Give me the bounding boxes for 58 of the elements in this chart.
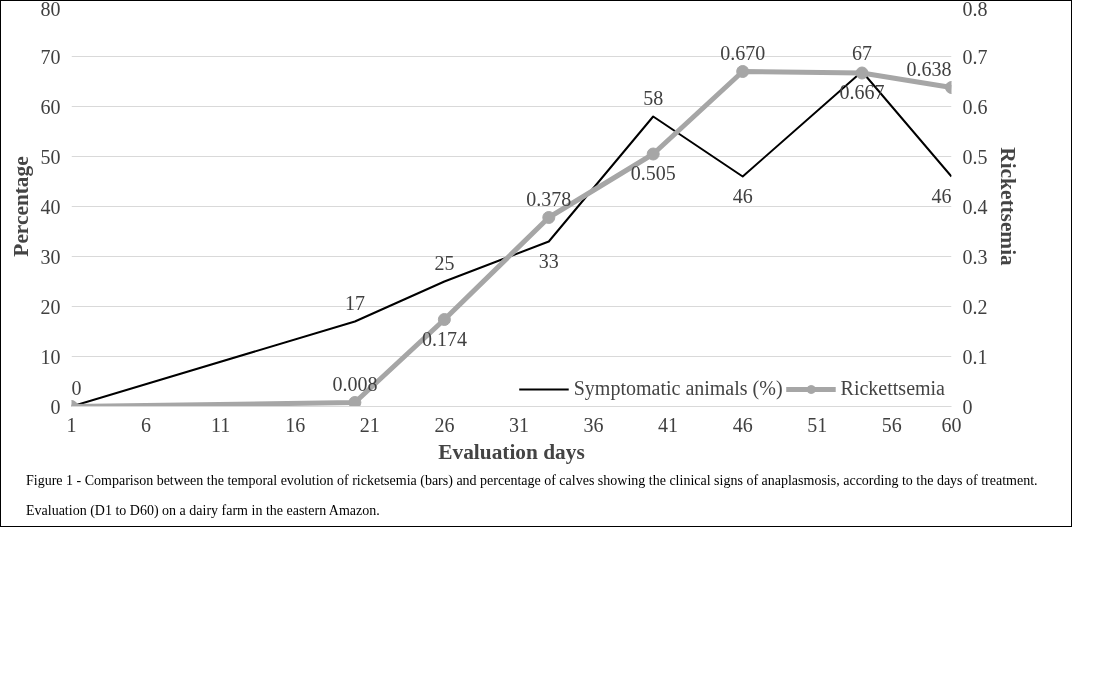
x-tick-label: 21	[359, 413, 380, 436]
y-tick-label: 40	[40, 195, 61, 218]
x-tick-label: 60	[941, 413, 962, 436]
data-label: 46	[732, 184, 753, 207]
y-axis-title: Percentage	[8, 156, 33, 257]
y-tick-label: 70	[40, 45, 61, 68]
y-tick-label: 50	[40, 145, 61, 168]
x-tick-label: 26	[434, 413, 455, 436]
data-label: 46	[931, 184, 952, 207]
y2-tick-label: 0.6	[962, 95, 988, 118]
data-label: 33	[538, 249, 559, 272]
data-label: 25	[434, 251, 455, 274]
legend-label: Symptomatic animals (%)	[573, 377, 783, 400]
y2-axis-title: Rickettsemia	[995, 147, 1020, 267]
data-label: 0	[71, 376, 82, 399]
y-tick-label: 20	[40, 295, 61, 318]
point	[348, 396, 362, 407]
y-tick-label: 0	[50, 395, 61, 418]
y-tick-label: 80	[40, 0, 61, 20]
y2-tick-label: 0.8	[962, 0, 988, 20]
point	[736, 65, 750, 78]
x-axis-title: Evaluation days	[438, 439, 585, 464]
caption: Figure 1 - Comparison between the temporal evolution of ricketsemia (bars) and percentage of calves showing the clinical signs of anaplasmosis, according to the days of treatment.	[26, 472, 1038, 490]
data-label: 0.008	[332, 372, 378, 395]
x-tick-label: 51	[807, 413, 828, 436]
x-tick-label: 56	[881, 413, 902, 436]
data-label: 0.670	[720, 41, 766, 64]
x-tick-label: 11	[211, 413, 231, 436]
data-label: 0.174	[421, 327, 467, 350]
y-tick-label: 30	[40, 245, 61, 268]
x-tick-label: 1	[66, 413, 77, 436]
y2-tick-label: 0.5	[962, 145, 988, 168]
point	[542, 211, 556, 224]
y2-tick-label: 0.3	[962, 245, 988, 268]
x-tick-label: 36	[583, 413, 604, 436]
point	[437, 313, 451, 326]
x-tick-label: 46	[732, 413, 753, 436]
x-tick-label: 16	[285, 413, 306, 436]
point	[855, 66, 869, 80]
y2-tick-label: 0.7	[962, 45, 988, 68]
y2-tick-label: 0.2	[962, 295, 988, 318]
y-tick-label: 10	[40, 345, 61, 368]
y2-tick-label: 0	[962, 395, 973, 418]
text: Evaluation (D1 to D60) on a dairy farm in the eastern Amazon.	[26, 502, 380, 520]
data-label: 0.505	[630, 162, 676, 184]
data-label: 0.378	[526, 187, 572, 210]
data-label: 58	[643, 86, 664, 109]
data-label: 17	[344, 291, 365, 314]
legend-label: Rickettsemia	[840, 377, 945, 400]
x-tick-label: 31	[508, 413, 529, 436]
data-label: 0.638	[906, 57, 952, 80]
x-tick-label: 6	[141, 413, 152, 436]
y2-tick-label: 0.4	[962, 195, 988, 218]
y-tick-label: 60	[40, 95, 61, 118]
x-tick-label: 41	[658, 413, 679, 436]
y2-tick-label: 0.1	[962, 345, 988, 368]
point	[646, 147, 660, 161]
data-label: 67	[852, 41, 873, 64]
